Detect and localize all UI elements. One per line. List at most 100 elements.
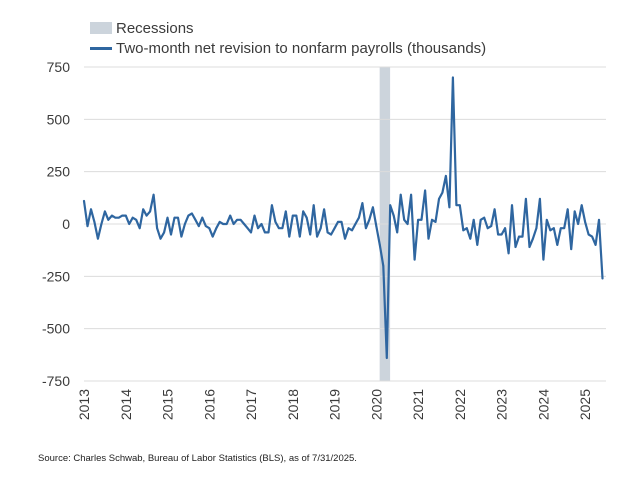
x-tick-label: 2020 xyxy=(368,389,384,420)
data-point xyxy=(323,208,325,211)
legend-item-recessions: Recessions xyxy=(90,18,486,38)
data-point xyxy=(337,221,339,223)
y-tick-label: 0 xyxy=(62,216,70,232)
x-tick-label: 2016 xyxy=(201,389,217,420)
data-point xyxy=(528,246,531,248)
data-point xyxy=(257,227,259,230)
x-tick-label: 2014 xyxy=(118,389,134,420)
data-point xyxy=(194,218,197,221)
data-point xyxy=(452,76,454,79)
source-note: Source: Charles Schwab, Bureau of Labor … xyxy=(38,453,357,464)
data-point xyxy=(191,212,193,215)
data-point xyxy=(472,218,475,221)
data-point xyxy=(170,233,172,236)
data-point xyxy=(302,210,305,213)
x-tick-label: 2018 xyxy=(285,389,301,420)
data-point xyxy=(566,208,569,211)
data-point xyxy=(156,227,159,230)
data-point xyxy=(239,218,242,221)
data-point xyxy=(563,227,566,230)
data-point xyxy=(267,231,270,234)
data-point xyxy=(434,221,437,223)
data-point xyxy=(410,193,412,196)
data-point xyxy=(375,225,378,228)
data-point xyxy=(500,233,503,236)
data-point xyxy=(204,225,207,228)
data-point xyxy=(222,223,225,225)
data-point xyxy=(427,237,430,240)
data-point xyxy=(152,193,155,196)
data-point xyxy=(483,216,486,219)
data-point xyxy=(361,202,364,205)
data-point xyxy=(173,216,176,219)
data-point xyxy=(406,223,409,225)
data-point xyxy=(552,227,555,230)
data-point xyxy=(100,223,103,225)
data-point xyxy=(163,231,166,234)
data-point xyxy=(236,218,239,221)
data-point xyxy=(184,223,186,225)
y-tick-label: -250 xyxy=(42,268,70,284)
data-point xyxy=(201,216,204,219)
y-tick-label: 250 xyxy=(47,164,71,180)
data-point xyxy=(559,227,562,230)
data-point xyxy=(187,214,190,217)
data-point xyxy=(535,227,538,230)
data-point xyxy=(584,221,586,223)
data-point xyxy=(124,214,127,217)
data-point xyxy=(117,216,120,219)
data-point xyxy=(458,204,461,207)
x-tick-label: 2015 xyxy=(160,389,176,420)
y-tick-label: 750 xyxy=(47,59,71,75)
data-point xyxy=(90,208,92,211)
data-point xyxy=(420,218,423,221)
data-point xyxy=(107,218,110,221)
data-point xyxy=(166,216,169,219)
data-point xyxy=(368,218,371,221)
data-point xyxy=(532,237,534,240)
data-point xyxy=(232,223,235,225)
data-point xyxy=(86,225,89,228)
y-axis-ticks: 750 500 250 0 -250 -500 -750 xyxy=(42,59,70,389)
data-point xyxy=(225,223,228,225)
x-tick-label: 2013 xyxy=(76,389,92,420)
data-point xyxy=(438,198,440,200)
data-point xyxy=(159,237,162,240)
data-point xyxy=(465,227,468,230)
data-point xyxy=(399,193,402,196)
data-point xyxy=(128,223,131,225)
x-tick-label: 2023 xyxy=(494,389,510,420)
data-point xyxy=(149,210,152,213)
data-point xyxy=(138,227,141,230)
y-tick-label: -750 xyxy=(42,373,70,389)
data-point xyxy=(504,227,506,230)
data-point xyxy=(413,258,416,261)
data-point xyxy=(312,204,315,207)
data-point xyxy=(177,216,179,219)
data-point xyxy=(476,244,479,246)
data-point xyxy=(525,198,527,200)
data-point xyxy=(479,218,482,221)
data-point xyxy=(288,235,291,238)
data-point xyxy=(403,218,406,221)
data-point xyxy=(104,210,106,213)
data-point xyxy=(135,218,138,221)
y-tick-label: -500 xyxy=(42,321,70,337)
data-point xyxy=(298,235,301,238)
data-point xyxy=(424,189,426,192)
series-layer xyxy=(82,76,604,360)
legend-label-revisions: Two-month net revision to nonfarm payrol… xyxy=(116,39,487,57)
data-point xyxy=(445,175,447,177)
data-point xyxy=(598,218,600,221)
data-point xyxy=(83,200,85,202)
data-point xyxy=(243,223,246,225)
data-point xyxy=(577,223,579,225)
data-point xyxy=(121,214,124,217)
legend-label-recessions: Recessions xyxy=(116,19,194,37)
x-tick-label: 2025 xyxy=(577,389,593,420)
data-point xyxy=(518,235,520,238)
data-point xyxy=(111,214,113,217)
data-point xyxy=(281,227,284,230)
data-point xyxy=(131,216,134,219)
data-point xyxy=(142,208,145,211)
